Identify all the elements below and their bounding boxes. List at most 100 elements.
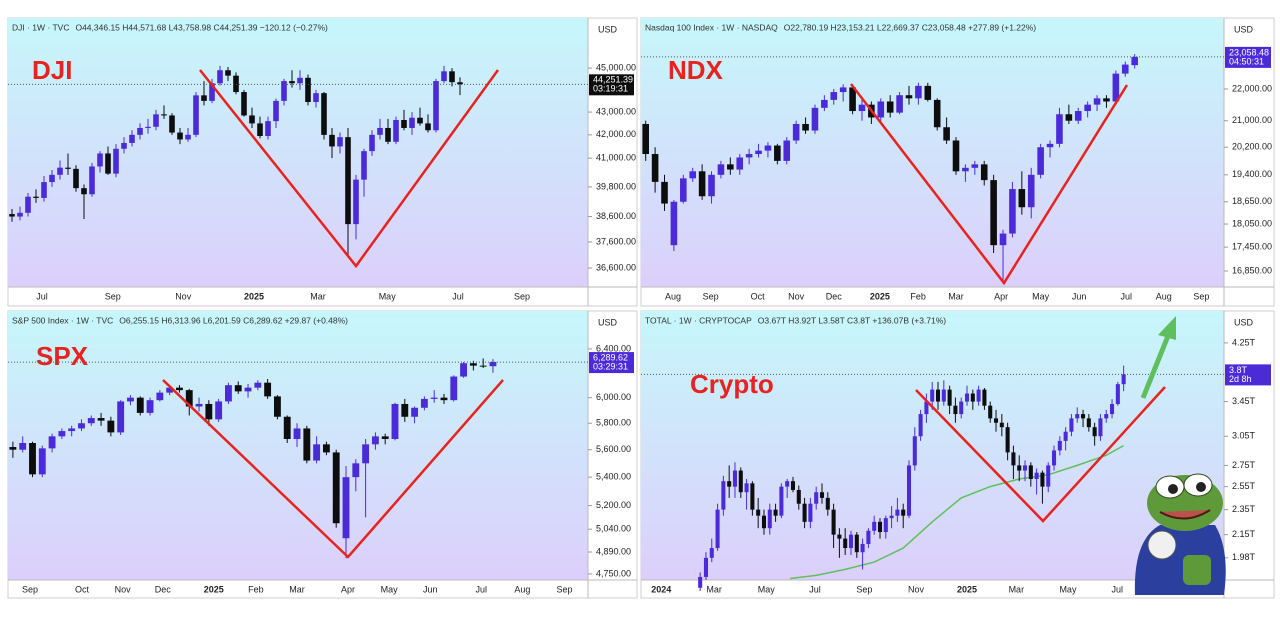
candle-body: [420, 398, 428, 408]
candle-body: [988, 405, 993, 419]
x-tick-label: May: [1059, 584, 1077, 594]
candle-body: [708, 174, 715, 197]
y-tick-label: 2.75T: [1232, 460, 1256, 470]
y-tick-label: 36,600.00: [596, 262, 636, 272]
candle-body: [385, 127, 391, 142]
candle-body: [425, 123, 431, 131]
candle-body: [450, 376, 458, 401]
x-tick-label: 2024: [651, 584, 671, 594]
candle-body: [489, 362, 497, 367]
candle-body: [1027, 174, 1035, 208]
x-tick-label: Sep: [1193, 291, 1209, 301]
chart-panel: Nasdaq 100 Index · 1W · NASDAQ O22,780.19…: [640, 17, 1275, 307]
x-tick-label: Jun: [423, 584, 438, 594]
candle-body: [970, 393, 975, 402]
candle-body: [1046, 465, 1051, 487]
x-tick-label: Mar: [948, 291, 964, 301]
y-tick-label: 17,450.00: [1232, 242, 1272, 252]
candle-body: [802, 503, 807, 522]
candle-body: [1121, 374, 1126, 385]
x-tick-label: 2025: [957, 584, 977, 594]
candle-body: [670, 201, 678, 246]
currency-label: USD: [598, 317, 618, 327]
candle-body: [433, 81, 439, 131]
candle-body: [830, 92, 838, 100]
x-tick-label: 2025: [204, 584, 224, 594]
y-tick-label: 5,400.00: [596, 472, 631, 482]
candle-body: [732, 470, 738, 487]
x-tick-label: Nov: [175, 291, 192, 301]
candle-body: [943, 127, 950, 141]
x-tick-label: May: [379, 291, 397, 301]
candle-body: [872, 521, 877, 531]
candle-body: [58, 431, 66, 437]
x-tick-label: Nov: [115, 584, 132, 594]
candle-body: [877, 521, 883, 533]
candle-body: [65, 167, 71, 169]
chart-symbol: TOTAL · 1W · CRYPTOCAP: [645, 315, 752, 325]
candle-body: [854, 534, 859, 553]
candle-body: [918, 414, 923, 437]
candle-body: [193, 95, 199, 135]
candle-body: [146, 400, 154, 413]
candle-body: [78, 423, 85, 429]
y-tick-label: 5,200.00: [596, 500, 631, 510]
candle-body: [254, 382, 262, 388]
candle-body: [107, 420, 115, 433]
v-trend-line: [915, 386, 1166, 523]
candle-body: [792, 123, 800, 141]
x-tick-label: Jul: [1120, 291, 1132, 301]
last-price-box: [589, 74, 634, 96]
candle-body: [391, 403, 399, 440]
candle-body: [457, 82, 463, 85]
candle-body: [1092, 427, 1097, 437]
candle-body: [225, 70, 231, 76]
x-tick-label: Feb: [910, 291, 926, 301]
y-tick-label: 37,600.00: [596, 236, 636, 246]
candle-body: [68, 428, 76, 432]
candle-body: [1069, 418, 1074, 432]
candle-body: [709, 548, 714, 558]
candle-body: [959, 401, 964, 415]
y-tick-label: 19,400.00: [1232, 169, 1272, 179]
candle-body: [73, 168, 79, 189]
candle-body: [1040, 472, 1045, 487]
candle-body: [896, 95, 903, 113]
chart-panel: S&P 500 Index · 1W · TVC O6,255.15 H6,313…: [7, 310, 638, 599]
candle-body: [215, 401, 223, 420]
candle-body: [9, 447, 17, 450]
y-tick-label: 2.55T: [1232, 481, 1256, 491]
candle-body: [87, 418, 95, 424]
countdown-label: 2d 8h: [1229, 374, 1252, 384]
candle-body: [201, 95, 207, 101]
candle-body: [369, 134, 375, 152]
y-tick-label: 5,040.00: [596, 524, 631, 534]
candle-body: [297, 77, 303, 84]
candle-body: [371, 436, 379, 445]
candle-body: [1018, 189, 1026, 208]
x-tick-label: Oct: [751, 291, 766, 301]
candle-body: [976, 389, 981, 402]
candle-body: [29, 443, 36, 475]
x-tick-label: Jul: [452, 291, 464, 301]
candle-body: [811, 107, 819, 131]
x-tick-label: May: [1032, 291, 1050, 301]
candle-body: [1081, 414, 1086, 419]
candle-body: [1110, 404, 1115, 415]
y-tick-label: 4,750.00: [596, 568, 631, 578]
candle-body: [264, 382, 272, 397]
candle-body: [127, 397, 134, 402]
x-tick-label: Aug: [665, 291, 681, 301]
candle-body: [783, 140, 791, 161]
candle-body: [924, 85, 932, 100]
candle-body: [303, 428, 311, 461]
candle-body: [205, 403, 213, 420]
candle-body: [905, 95, 913, 99]
candle-body: [1104, 414, 1109, 419]
candle-body: [1052, 450, 1057, 466]
candle-body: [185, 390, 193, 407]
x-tick-label: Sep: [556, 584, 572, 594]
last-price-label: 44,251.39: [593, 75, 633, 85]
plot-background: [641, 18, 1224, 287]
candle-body: [430, 397, 438, 399]
